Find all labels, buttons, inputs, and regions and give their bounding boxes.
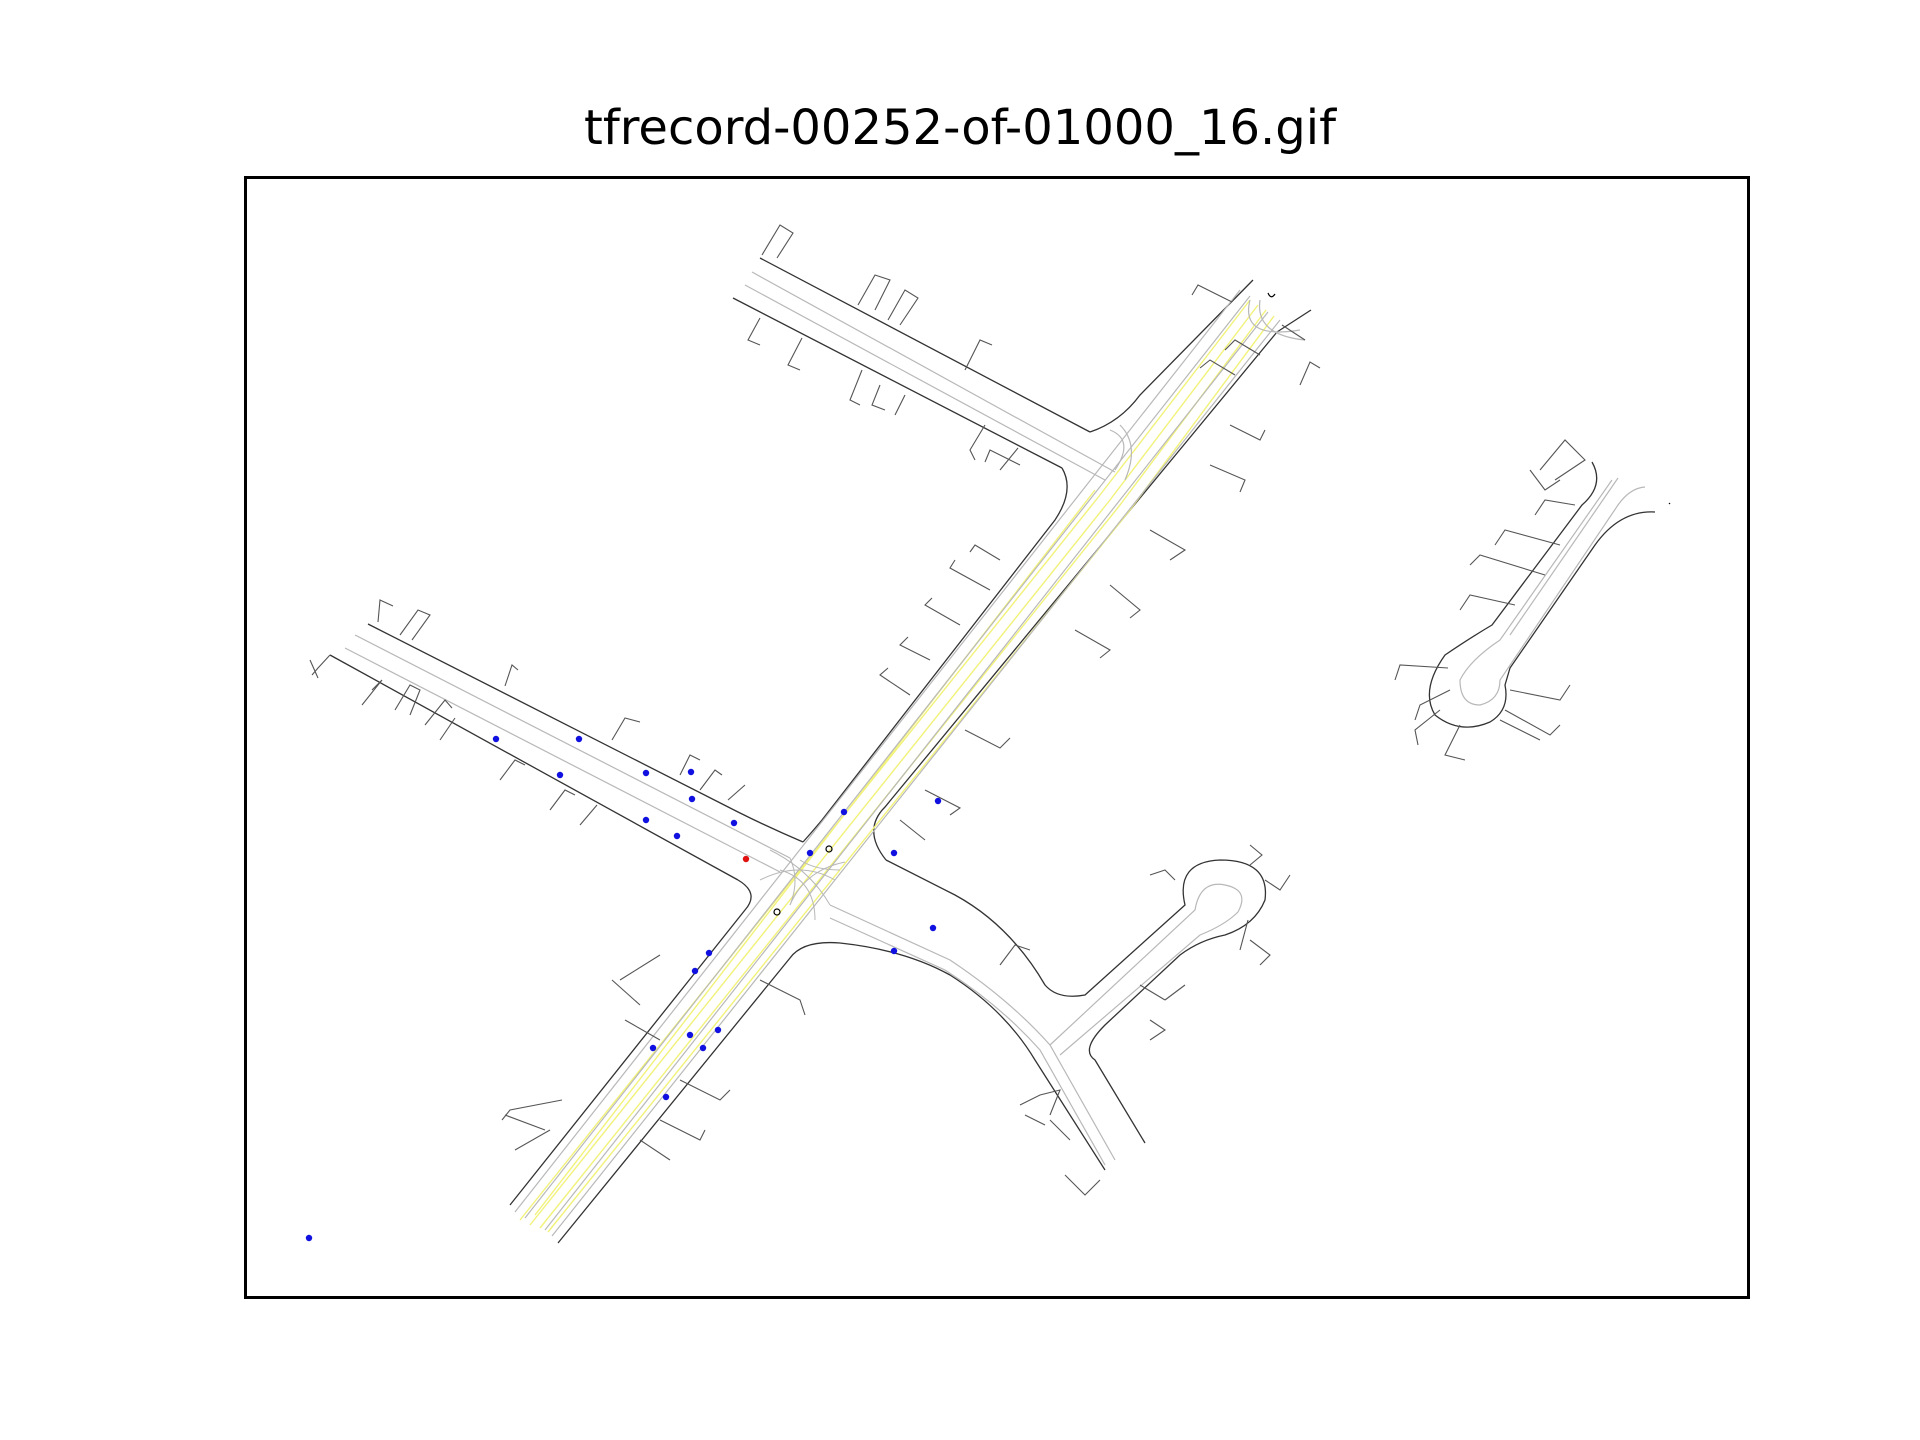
map-axes-frame [244, 176, 1750, 1299]
agent-marker [649, 1044, 657, 1052]
agent-marker [890, 849, 898, 857]
agent-marker [662, 1093, 670, 1101]
agent-marker [890, 947, 898, 955]
east-cross-road [829, 859, 1267, 1171]
agent-marker [492, 735, 500, 743]
driveway-stubs [309, 224, 1586, 1196]
agent-marker [688, 795, 696, 803]
agent-marker [673, 832, 681, 840]
arterial-road-edges [509, 279, 1312, 1244]
east-cul-de-sac-road [1428, 461, 1656, 728]
agents-layer [305, 735, 942, 1242]
agent-marker [642, 769, 650, 777]
west-cross-road [329, 623, 804, 881]
agent-marker [705, 949, 713, 957]
agent-marker [806, 849, 814, 857]
north-side-road [732, 257, 1116, 481]
agent-marker [305, 1234, 313, 1242]
agent-marker [840, 808, 848, 816]
central-intersection-lanes [759, 849, 846, 921]
ego-agent-marker [742, 855, 750, 863]
agent-marker [575, 735, 583, 743]
agent-marker [556, 771, 564, 779]
agent-marker [929, 924, 937, 932]
agent-marker [699, 1044, 707, 1052]
agent-marker [730, 819, 738, 827]
stop-markers [773, 292, 1671, 916]
plot-title: tfrecord-00252-of-01000_16.gif [584, 100, 1336, 156]
arterial-yellow-lines [519, 299, 1275, 1233]
agent-marker [691, 967, 699, 975]
agent-marker [934, 797, 942, 805]
agent-marker [686, 1031, 694, 1039]
agent-marker [687, 768, 695, 776]
agent-marker [642, 816, 650, 824]
arterial-lane-centers [514, 289, 1306, 1237]
agent-marker [714, 1026, 722, 1034]
